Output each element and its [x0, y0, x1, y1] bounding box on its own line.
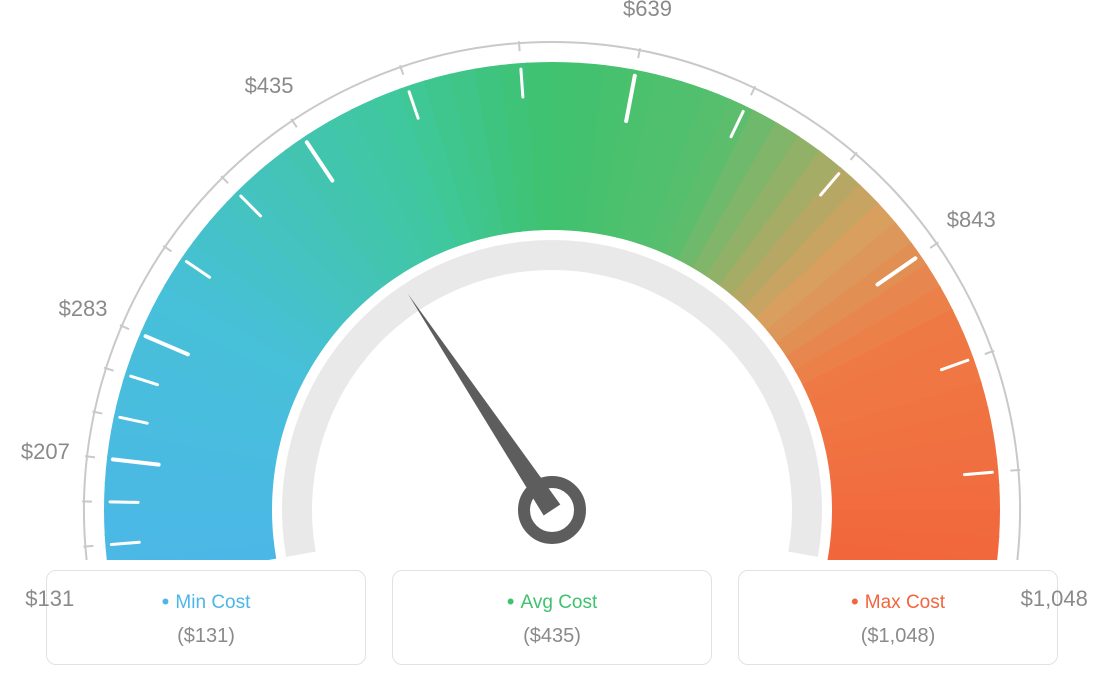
legend-card-max: Max Cost ($1,048)	[738, 570, 1058, 665]
legend-card-min: Min Cost ($131)	[46, 570, 366, 665]
legend-card-avg: Avg Cost ($435)	[392, 570, 712, 665]
legend-value: ($435)	[403, 625, 701, 648]
gauge-area: $131$207$283$435$639$843$1,048	[0, 0, 1104, 560]
legend-value: ($131)	[57, 625, 355, 648]
cost-gauge-widget: $131 $207 $283 $435 $639 $843 $1,048 Min Cost (…	[0, 0, 1104, 690]
legend-title: Max Cost	[749, 589, 1047, 615]
legend-value: ($1,048)	[749, 625, 1047, 648]
gauge-tick-label: $131	[25, 586, 74, 612]
legend-title: Min Cost	[57, 589, 355, 615]
gauge-tick-label: $843	[947, 207, 996, 233]
gauge-tick-label: $639	[623, 0, 672, 22]
legend-row: Min Cost ($131) Avg Cost ($435) Max Cost ($1,…	[0, 570, 1104, 665]
legend-title: Avg Cost	[403, 589, 701, 615]
gauge-tick-label: $207	[21, 439, 70, 465]
gauge-svg	[0, 0, 1104, 560]
gauge-tick-label: $1,048	[1021, 586, 1088, 612]
gauge-tick-label: $435	[245, 73, 294, 99]
gauge-tick-label: $283	[59, 296, 108, 322]
